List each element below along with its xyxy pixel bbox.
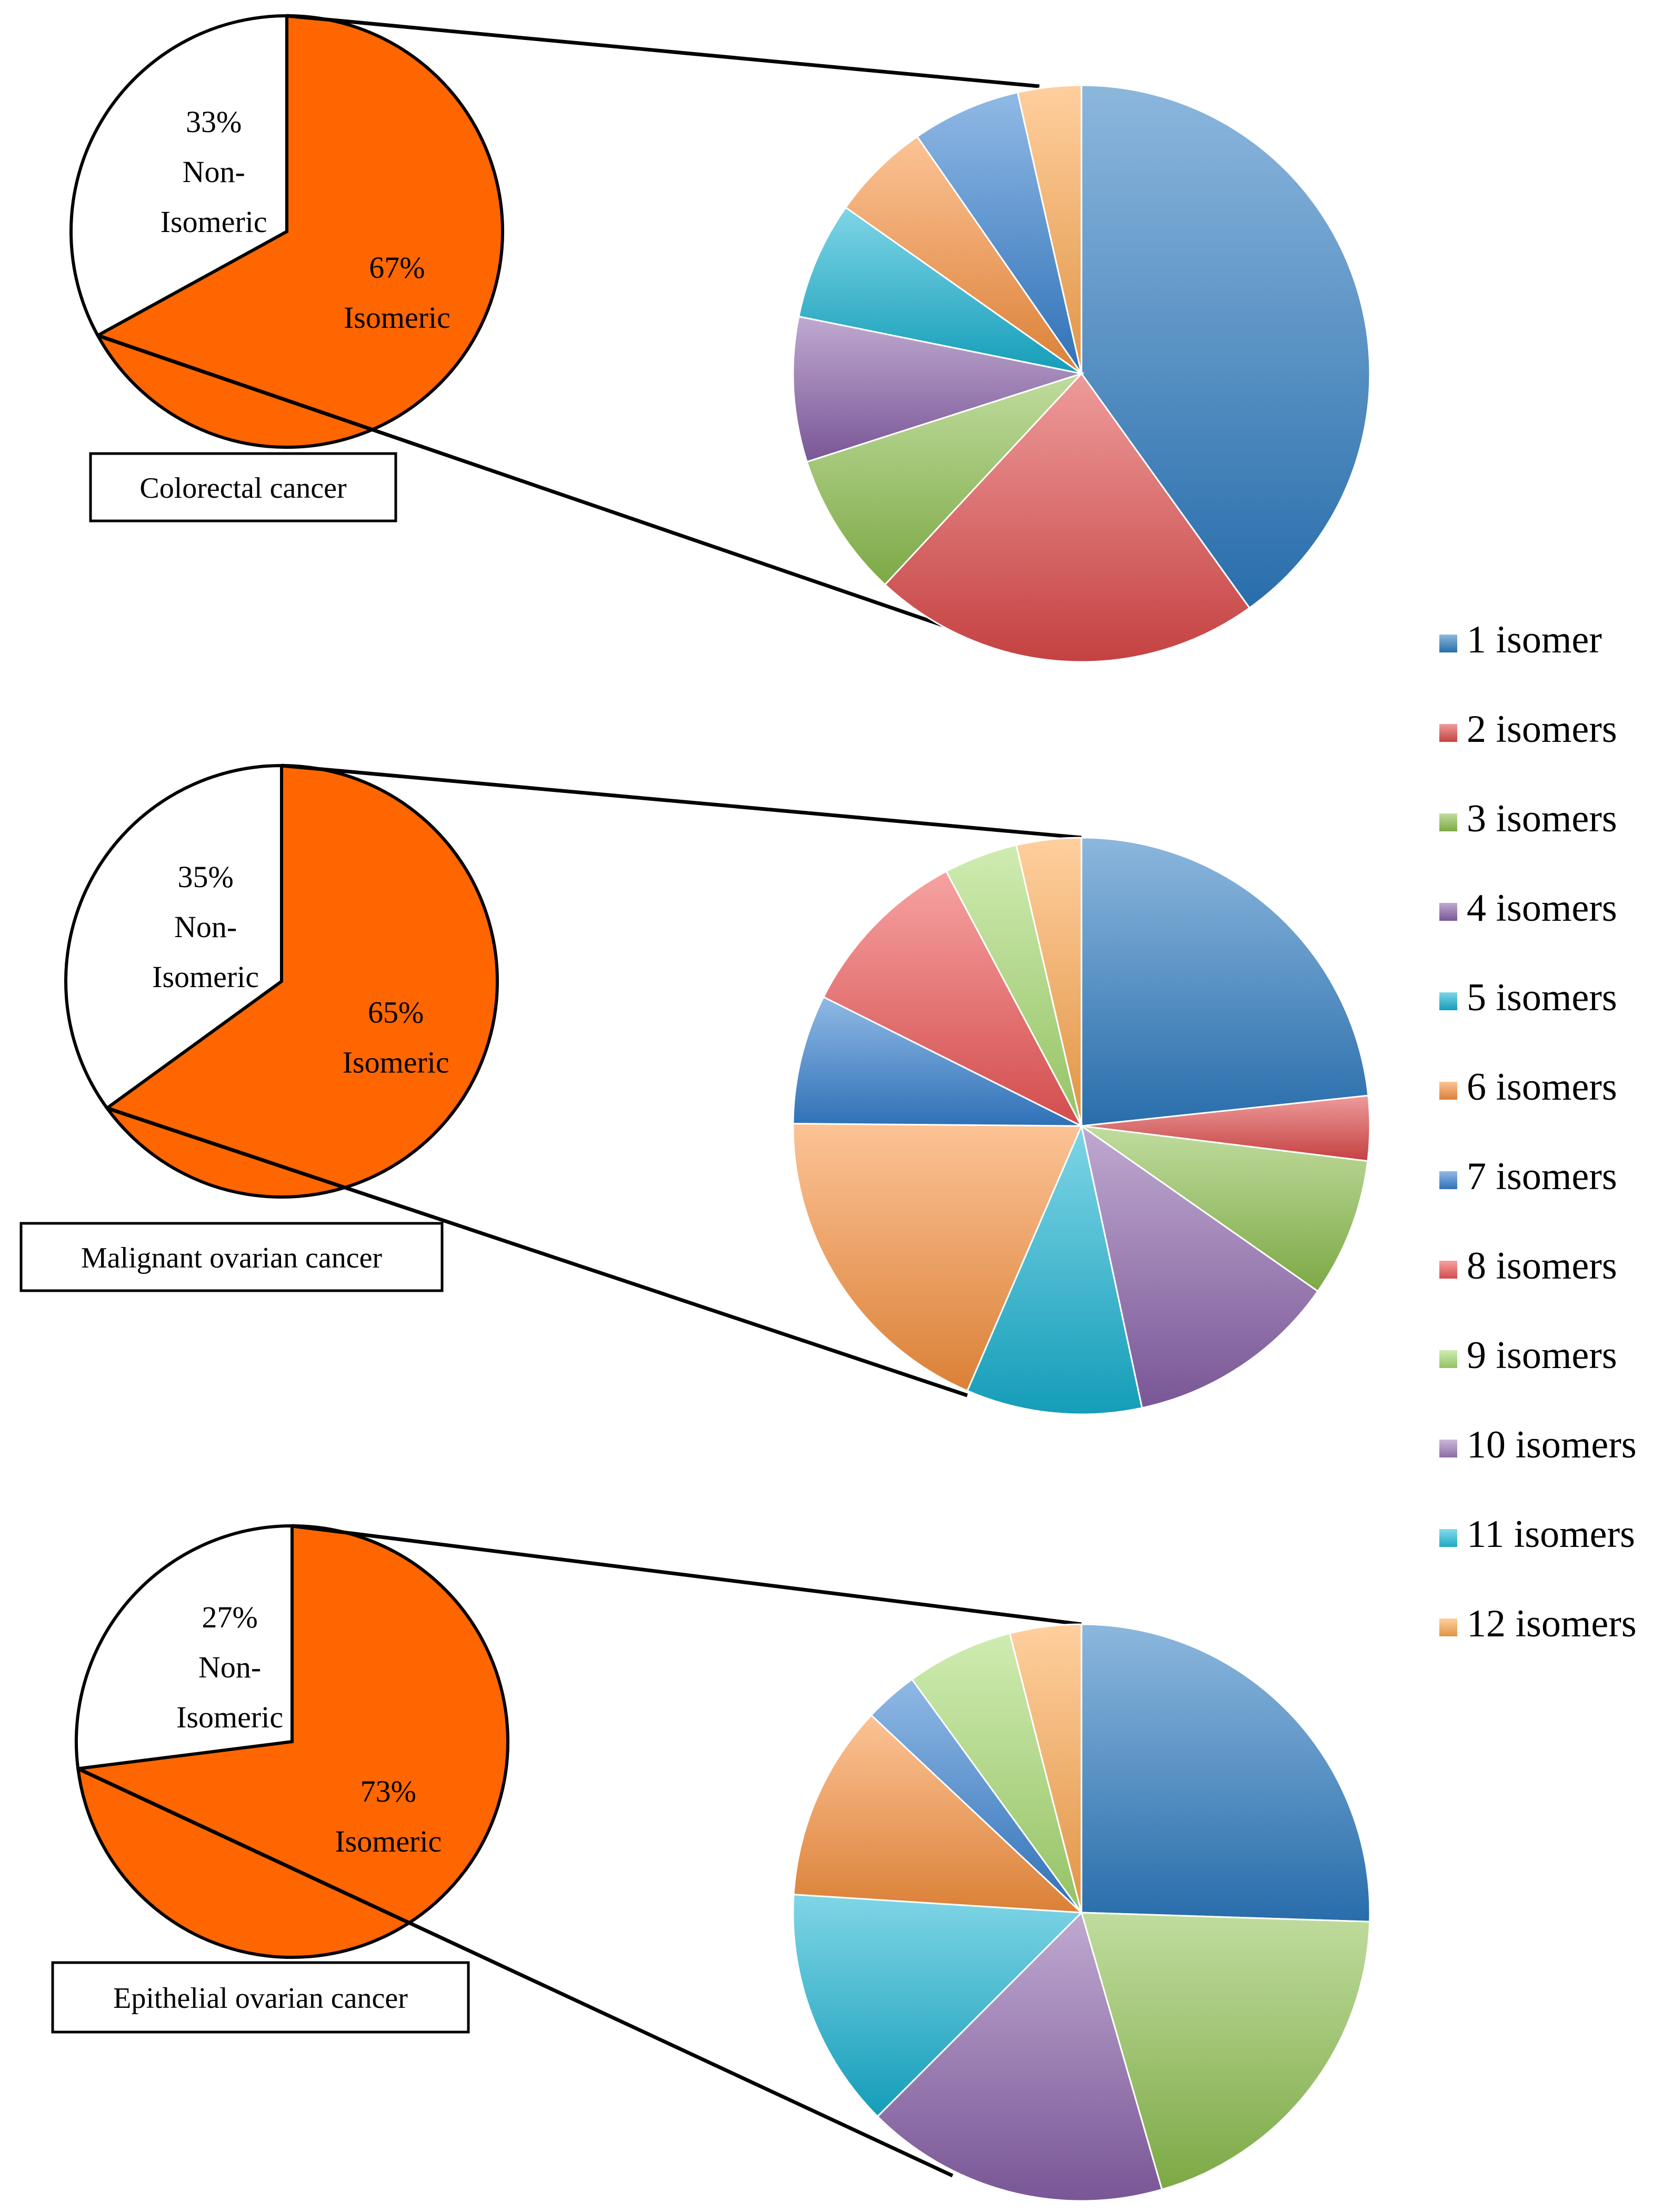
isomeric-text-label: Isomeric <box>344 300 450 335</box>
slice-4-isomers <box>876 1911 1163 2202</box>
non-isomeric-text-label: Isomeric <box>161 205 267 239</box>
legend-swatch <box>1439 903 1457 921</box>
connector-line-bottom <box>97 334 1000 647</box>
slice-7-isomers <box>792 996 1082 1127</box>
slice-non-isomeric <box>75 1524 294 1771</box>
non-isomeric-percent-label: 27% <box>202 1600 257 1634</box>
slice-isomeric <box>95 14 504 449</box>
legend-item-3-isomers: 3 isomers <box>1439 797 1617 840</box>
legend-swatch <box>1439 724 1457 742</box>
legend-swatch <box>1439 1440 1457 1457</box>
legend-item-11-isomers: 11 isomers <box>1439 1513 1635 1556</box>
legend-swatch <box>1439 635 1457 652</box>
slice-8-isomers <box>822 870 1084 1128</box>
chart-panel-colorectal-cancer: 67% Isomeric 33% Non- Isomeric Colorectal can… <box>69 14 1371 663</box>
slice-3-isomers <box>806 371 1085 586</box>
legend-label: 3 isomers <box>1467 797 1617 840</box>
chart-title-box <box>51 1961 470 2034</box>
slice-6-isomers <box>792 1123 1083 1392</box>
legend-swatch <box>1439 992 1457 1010</box>
legend-label: 5 isomers <box>1467 976 1617 1019</box>
legend-item-12-isomers: 12 isomers <box>1439 1602 1637 1645</box>
isomeric-percent-label: 67% <box>369 250 425 285</box>
legend-label: 4 isomers <box>1467 887 1617 930</box>
legend-swatch <box>1439 1618 1457 1636</box>
legend-item-7-isomers: 7 isomers <box>1439 1155 1617 1198</box>
legend-item-6-isomers: 6 isomers <box>1439 1065 1617 1109</box>
legend-swatch <box>1439 1350 1457 1368</box>
slice-3-isomers <box>1080 1912 1371 2191</box>
chart-panel-epithelial-ovarian-cancer: 73% Isomeric 27% Non- Isomeric Epithelial ova… <box>51 1524 1371 2202</box>
legend-swatch <box>1439 1261 1457 1279</box>
slice-5-isomers <box>792 1893 1084 2118</box>
legend-label: 7 isomers <box>1467 1155 1617 1198</box>
slice-12-isomers <box>1008 1623 1083 1913</box>
legend-item-5-isomers: 5 isomers <box>1439 976 1617 1019</box>
slice-9-isomers <box>910 1632 1083 1913</box>
slice-6-isomers <box>844 135 1083 375</box>
isomeric-percent-label: 73% <box>360 1774 416 1808</box>
slice-12-isomers <box>1015 837 1083 1127</box>
isomeric-percent-label: 65% <box>368 995 424 1029</box>
slice-7-isomers <box>916 91 1083 374</box>
legend-label: 9 isomers <box>1467 1334 1617 1377</box>
chart-title: Colorectal cancer <box>139 472 347 505</box>
non-isomeric-text-label: Isomeric <box>176 1700 283 1734</box>
connector-line-bottom <box>77 1767 954 2178</box>
chart-title-box <box>89 452 397 522</box>
legend-swatch <box>1439 813 1457 831</box>
legend-swatch <box>1439 1171 1457 1189</box>
non-isomeric-percent-label: 35% <box>177 860 233 894</box>
slice-5-isomers <box>966 1123 1143 1415</box>
slice-4-isomers <box>792 315 1085 463</box>
legend-item-9-isomers: 9 isomers <box>1439 1334 1617 1377</box>
connector-line-top <box>286 14 1040 88</box>
slice-non-isomeric <box>64 763 283 1111</box>
non-isomeric-text-label: Non- <box>174 910 237 944</box>
legend-item-10-isomers: 10 isomers <box>1439 1423 1637 1466</box>
legend-label: 11 isomers <box>1467 1513 1635 1556</box>
legend-swatch <box>1439 1082 1457 1100</box>
isomeric-text-label: Isomeric <box>343 1045 449 1079</box>
legend-item-2-isomers: 2 isomers <box>1439 708 1617 751</box>
slice-isomeric <box>105 763 499 1199</box>
legend-label: 8 isomers <box>1467 1244 1617 1288</box>
legend-label: 10 isomers <box>1467 1423 1637 1466</box>
legend-label: 6 isomers <box>1467 1065 1617 1109</box>
slice-3-isomers <box>1081 1125 1369 1293</box>
slice-1-isomer <box>1080 837 1369 1127</box>
non-isomeric-text-label: Non- <box>183 155 245 189</box>
slice-4-isomers <box>1080 1124 1319 1409</box>
isomeric-text-label: Isomeric <box>335 1824 442 1858</box>
non-isomeric-text-label: Isomeric <box>152 960 259 994</box>
legend-item-4-isomers: 4 isomers <box>1439 887 1617 930</box>
slice-6-isomers <box>793 1714 1084 1914</box>
slice-1-isomer <box>1080 1623 1371 1923</box>
legend-item-8-isomers: 8 isomers <box>1439 1244 1617 1288</box>
legend-label: 2 isomers <box>1467 708 1617 751</box>
chart-title-box <box>19 1222 444 1292</box>
non-isomeric-percent-label: 33% <box>186 105 242 139</box>
slice-non-isomeric <box>69 14 288 338</box>
chart-title: Malignant ovarian cancer <box>81 1242 383 1274</box>
connector-line-top <box>292 1524 1082 1626</box>
connector-line-bottom <box>106 1106 968 1397</box>
slice-5-isomers <box>798 206 1082 375</box>
connector-line-top <box>281 763 1082 840</box>
slice-1-isomer <box>1080 84 1371 609</box>
legend-label: 12 isomers <box>1467 1602 1637 1645</box>
slice-12-isomers <box>1016 84 1083 374</box>
legend-item-1-isomer: 1 isomer <box>1439 618 1602 661</box>
chart-title: Epithelial ovarian cancer <box>113 1982 408 2015</box>
legend-swatch <box>1439 1529 1457 1547</box>
legend: 1 isomer 2 isomers 3 isomers 4 isomers 5 iso… <box>1439 618 1637 1645</box>
slice-2-isomers <box>884 372 1251 663</box>
legend-label: 1 isomer <box>1467 618 1602 661</box>
chart-panel-malignant-ovarian-cancer: 65% Isomeric 35% Non- Isomeric Malignant ovar… <box>19 763 1371 1415</box>
non-isomeric-text-label: Non- <box>198 1650 261 1684</box>
